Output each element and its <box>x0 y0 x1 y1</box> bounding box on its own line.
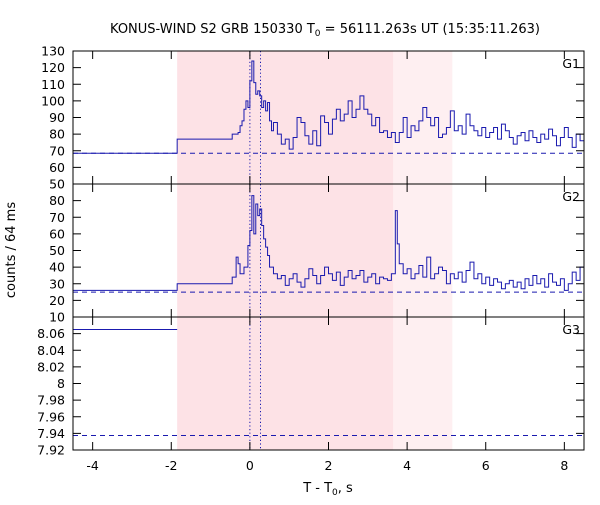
x-tick-label: 8 <box>560 458 568 473</box>
g2-y-tick-label: 40 <box>49 260 65 275</box>
g3-y-tick-label: 7.94 <box>37 426 65 441</box>
x-tick-label: -2 <box>165 458 177 473</box>
x-tick-label: 0 <box>246 458 254 473</box>
g1-count-rate-series <box>73 60 584 154</box>
g1-y-tick-label: 60 <box>49 160 65 175</box>
g3-y-tick-label: 7.98 <box>37 393 65 408</box>
g2-y-tick-label: 10 <box>49 310 65 325</box>
g1-y-tick-label: 100 <box>41 93 65 108</box>
x-tick-label: -4 <box>86 458 99 473</box>
g2-panel-label: G2 <box>562 189 580 204</box>
g1-y-tick-label: 50 <box>49 177 65 192</box>
x-tick-label: 4 <box>403 458 411 473</box>
tick-layer: 5060708090100110120130G11020304050607080… <box>37 44 584 473</box>
y-axis-title: counts / 64 ms <box>4 202 19 298</box>
series-layer <box>73 51 584 450</box>
g1-y-tick-label: 90 <box>49 110 65 125</box>
g2-y-tick-label: 60 <box>49 226 65 241</box>
g1-y-tick-label: 130 <box>41 44 65 59</box>
g3-y-tick-label: 7.96 <box>37 409 65 424</box>
g2-y-tick-label: 50 <box>49 243 65 258</box>
g3-y-tick-label: 8 <box>57 376 65 391</box>
g1-panel-label: G1 <box>562 56 580 71</box>
g1-y-tick-label: 120 <box>41 60 65 75</box>
g3-y-tick-label: 8.04 <box>37 343 65 358</box>
g2-y-tick-label: 20 <box>49 293 65 308</box>
x-tick-label: 6 <box>482 458 490 473</box>
g3-y-tick-label: 8.06 <box>37 326 65 341</box>
shaded-interval-layer <box>177 51 453 450</box>
g1-y-tick-label: 110 <box>41 77 65 92</box>
g1-y-tick-label: 70 <box>49 143 65 158</box>
x-tick-label: 2 <box>325 458 333 473</box>
g2-y-tick-label: 80 <box>49 193 65 208</box>
x-axis-title: T - T0, s <box>302 481 353 498</box>
g3-y-tick-label: 8.02 <box>37 359 65 374</box>
g3-y-tick-label: 7.92 <box>37 443 65 458</box>
g2-y-tick-label: 70 <box>49 210 65 225</box>
g3-panel-label: G3 <box>562 322 580 337</box>
shaded-interval-1 <box>177 51 394 450</box>
chart-title: KONUS-WIND S2 GRB 150330 T0 = 56111.263s… <box>110 22 540 39</box>
g2-y-tick-label: 30 <box>49 276 65 291</box>
g2-count-rate-series <box>73 195 584 291</box>
g1-y-tick-label: 80 <box>49 127 65 142</box>
